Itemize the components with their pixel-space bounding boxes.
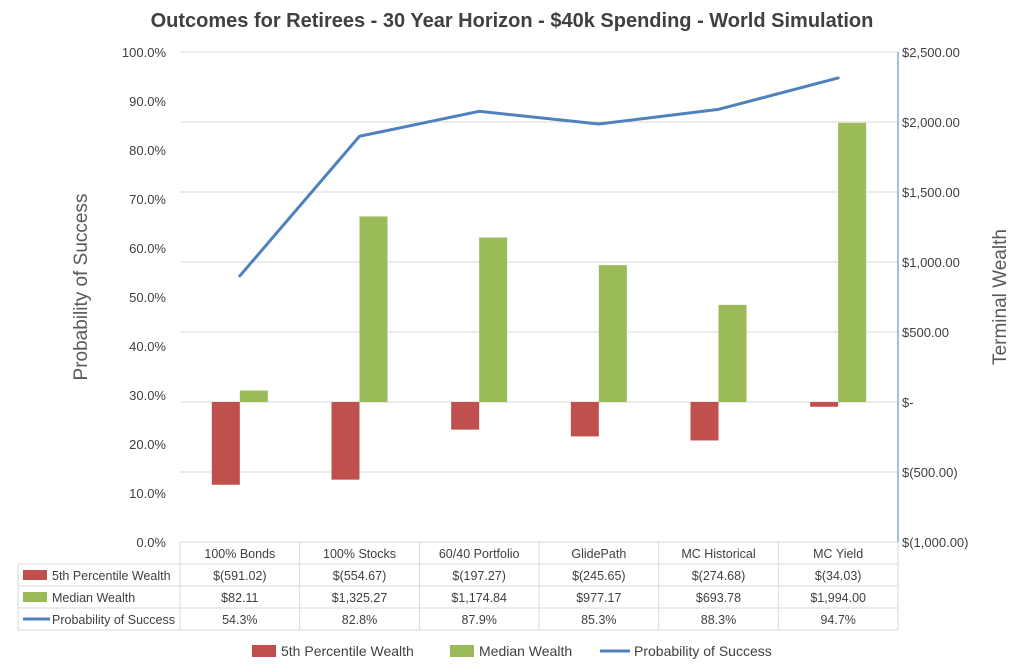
y-tick-label-left: 70.0%	[129, 192, 166, 207]
table-cell-value: 88.3%	[701, 613, 736, 627]
table-cell-value: $1,174.84	[451, 591, 507, 605]
table-series-name: Probability of Success	[52, 613, 175, 627]
table-cell-value: 82.8%	[342, 613, 377, 627]
table-cell-value: $82.11	[221, 591, 258, 605]
y-tick-label-left: 100.0%	[122, 45, 167, 60]
y-tick-label-right: $1,500.00	[902, 185, 960, 200]
y-tick-label-right: $-	[902, 395, 914, 410]
table-cell-value: 87.9%	[461, 613, 496, 627]
y-axis-title-left: Probability of Success	[71, 194, 92, 381]
y-tick-label-right: $2,500.00	[902, 45, 960, 60]
y-tick-label-left: 20.0%	[129, 437, 166, 452]
category-label: MC Historical	[681, 547, 755, 561]
legend: 5th Percentile Wealth Median Wealth Probab…	[252, 643, 772, 659]
table-series-name: 5th Percentile Wealth	[52, 569, 171, 583]
y-tick-label-right: $2,000.00	[902, 115, 960, 130]
bars	[211, 122, 867, 485]
table-cell-value: $1,994.00	[810, 591, 866, 605]
table-cell-value: $(591.02)	[213, 569, 267, 583]
bar-median-wealth	[359, 216, 388, 402]
y-axis-title-right: Terminal Wealth	[990, 229, 1011, 365]
table-cell-value: $693.78	[696, 591, 741, 605]
category-label: 60/40 Portfolio	[439, 547, 520, 561]
y-tick-label-left: 40.0%	[129, 339, 166, 354]
bar-5th-percentile	[331, 402, 360, 480]
bar-5th-percentile	[690, 402, 719, 441]
table-cell-value: $(245.65)	[572, 569, 626, 583]
legend-label: Probability of Success	[634, 643, 772, 659]
legend-key-swatch	[252, 645, 276, 657]
table-cell-value: $(34.03)	[815, 569, 862, 583]
bar-5th-percentile	[211, 402, 240, 485]
table-key-swatch	[23, 570, 47, 580]
category-label: MC Yield	[813, 547, 863, 561]
axes: $(1,000.00) $(500.00) $- $500.00 $1,000.00 $1…	[122, 45, 969, 550]
table-cell-value: $977.17	[576, 591, 621, 605]
category-label: 100% Stocks	[323, 547, 396, 561]
legend-label: Median Wealth	[479, 643, 572, 659]
y-tick-label-right: $(500.00)	[902, 465, 958, 480]
y-tick-label-left: 90.0%	[129, 94, 166, 109]
y-tick-label-left: 60.0%	[129, 241, 166, 256]
bar-5th-percentile	[451, 402, 480, 430]
table-cell-value: $(274.68)	[692, 569, 746, 583]
table-cell-value: 94.7%	[820, 613, 855, 627]
legend-label: 5th Percentile Wealth	[281, 643, 414, 659]
bar-median-wealth	[598, 265, 627, 402]
bar-5th-percentile	[810, 402, 839, 407]
legend-key-swatch	[450, 645, 474, 657]
line-probability-of-success	[238, 76, 840, 278]
y-tick-label-right: $1,000.00	[902, 255, 960, 270]
table-cell-value: $(554.67)	[333, 569, 387, 583]
y-tick-label-left: 10.0%	[129, 486, 166, 501]
table-series-name: Median Wealth	[52, 591, 135, 605]
y-tick-label-left: 30.0%	[129, 388, 166, 403]
table-key-swatch	[23, 592, 47, 602]
gridlines	[180, 51, 898, 473]
data-table: 100% Bonds 100% Stocks 60/40 Portfolio Glid…	[17, 541, 899, 631]
table-cell-value: 54.3%	[222, 613, 257, 627]
category-label: 100% Bonds	[204, 547, 275, 561]
category-label: GlidePath	[571, 547, 626, 561]
bar-5th-percentile	[570, 402, 599, 437]
table-cell-value: 85.3%	[581, 613, 616, 627]
y-tick-label-left: 50.0%	[129, 290, 166, 305]
y-tick-label-right: $500.00	[902, 325, 949, 340]
bar-median-wealth	[838, 122, 867, 402]
table-cell-value: $1,325.27	[332, 591, 388, 605]
bar-median-wealth	[718, 304, 747, 402]
table-cell-value: $(197.27)	[452, 569, 506, 583]
y-tick-label-right: $(1,000.00)	[902, 535, 969, 550]
bar-median-wealth	[239, 390, 268, 402]
chart-title: Outcomes for Retirees - 30 Year Horizon …	[151, 10, 874, 32]
y-tick-label-left: 0.0%	[136, 535, 166, 550]
y-tick-label-left: 80.0%	[129, 143, 166, 158]
success-line	[238, 76, 840, 278]
bar-median-wealth	[479, 237, 508, 402]
